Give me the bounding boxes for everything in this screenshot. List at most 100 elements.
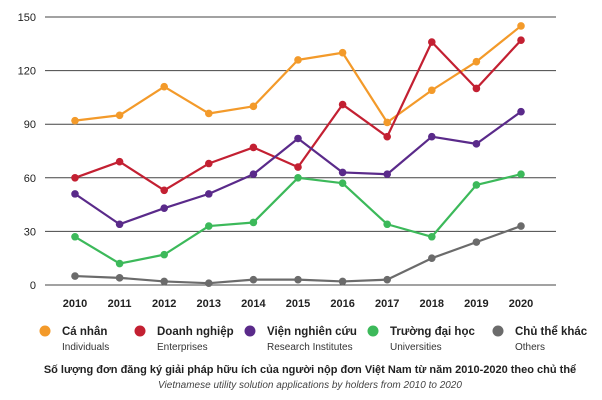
data-point [249, 218, 258, 227]
legend-label-en: Individuals [62, 342, 109, 353]
data-point [472, 181, 481, 189]
y-axis-ticks: 0 30 60 90 120 150 [18, 12, 36, 292]
x-tick-label: 2016 [330, 298, 354, 310]
legend-marker [492, 325, 504, 337]
data-point [517, 107, 525, 116]
x-tick-label: 2012 [152, 298, 176, 310]
chart-title: Số lượng đơn đăng ký giải pháp hữu ích c… [44, 364, 576, 376]
legend-marker [134, 325, 146, 337]
data-point [160, 250, 168, 259]
data-point [294, 174, 302, 182]
data-point [472, 84, 481, 93]
legend-marker [39, 325, 51, 337]
legend-label-en: Research Institutes [267, 342, 353, 353]
data-point [517, 36, 525, 45]
data-point [249, 102, 258, 111]
data-point [517, 22, 525, 30]
x-tick-label: 2015 [286, 298, 310, 310]
data-point [428, 232, 436, 241]
data-point [249, 275, 258, 284]
data-point [294, 163, 302, 171]
data-point [205, 190, 213, 198]
data-point [115, 274, 124, 282]
data-point [160, 204, 168, 212]
y-tick-label: 150 [18, 12, 36, 24]
data-point [338, 277, 347, 286]
data-point [338, 100, 347, 109]
y-tick-label: 90 [24, 119, 36, 131]
data-point [115, 259, 124, 268]
legend-label-en: Others [515, 342, 545, 353]
data-point [71, 272, 79, 280]
legend-item: Doanh nghiệp Enterprises [134, 325, 234, 353]
legend-item: Chủ thể khác Others [492, 325, 588, 353]
series-truong [71, 170, 525, 268]
data-point [338, 179, 347, 187]
legend-label-en: Universities [390, 342, 442, 353]
data-point [205, 109, 213, 118]
data-point [383, 132, 392, 141]
data-point [71, 116, 79, 125]
data-point [115, 157, 124, 166]
data-point [71, 174, 79, 182]
legend-label: Trường đại học [390, 326, 475, 338]
x-tick-label: 2018 [420, 298, 444, 310]
y-tick-label: 0 [30, 280, 36, 292]
x-tick-label: 2014 [241, 298, 266, 310]
data-point [71, 232, 79, 241]
legend-label-en: Enterprises [157, 342, 208, 353]
legend-label: Viện nghiên cứu [267, 326, 357, 338]
x-tick-label: 2011 [108, 298, 132, 310]
data-point [205, 159, 213, 168]
data-point [472, 140, 481, 148]
legend-label: Cá nhân [62, 326, 107, 338]
legend-item: Trường đại học Universities [367, 325, 475, 353]
data-point [383, 118, 392, 127]
data-point [71, 190, 79, 198]
data-point [383, 170, 392, 179]
data-point [428, 254, 436, 262]
y-tick-label: 60 [24, 173, 36, 185]
data-point [517, 222, 525, 230]
data-point [115, 111, 124, 120]
data-point [338, 48, 347, 57]
legend-label: Doanh nghiệp [157, 326, 234, 338]
legend-label: Chủ thể khác [515, 326, 588, 338]
data-point [160, 82, 168, 91]
data-point [249, 170, 258, 179]
x-axis-ticks: 2010 2011 2012 2013 2014 2015 2016 2017 2018 2019… [63, 298, 533, 310]
data-point [294, 275, 302, 284]
data-point [428, 38, 436, 46]
legend-marker [244, 325, 256, 337]
series-line [74, 25, 522, 124]
data-point [472, 57, 481, 66]
data-point [160, 186, 168, 195]
y-tick-label: 120 [18, 66, 36, 78]
series-lines [71, 22, 525, 288]
x-tick-label: 2020 [509, 298, 533, 310]
data-point [294, 134, 302, 143]
series-line [74, 225, 522, 285]
data-point [383, 220, 392, 229]
series-ca-nhan [71, 22, 525, 127]
data-point [383, 275, 392, 284]
series-vien [71, 107, 525, 229]
x-tick-label: 2017 [375, 298, 399, 310]
legend-item: Viện nghiên cứu Research Institutes [244, 325, 357, 353]
data-point [472, 238, 481, 246]
x-tick-label: 2013 [197, 298, 221, 310]
data-point [115, 220, 124, 229]
x-tick-label: 2019 [464, 298, 488, 310]
data-point [338, 168, 347, 177]
data-point [160, 277, 168, 286]
data-point [294, 56, 302, 64]
data-point [249, 143, 258, 152]
data-point [428, 132, 436, 141]
chart-subtitle: Vietnamese utility solution applications… [158, 380, 462, 391]
data-point [428, 86, 436, 95]
series-khac [71, 222, 525, 288]
data-point [517, 170, 525, 179]
legend: Cá nhân Individuals Doanh nghiệp Enterprise… [39, 325, 588, 353]
